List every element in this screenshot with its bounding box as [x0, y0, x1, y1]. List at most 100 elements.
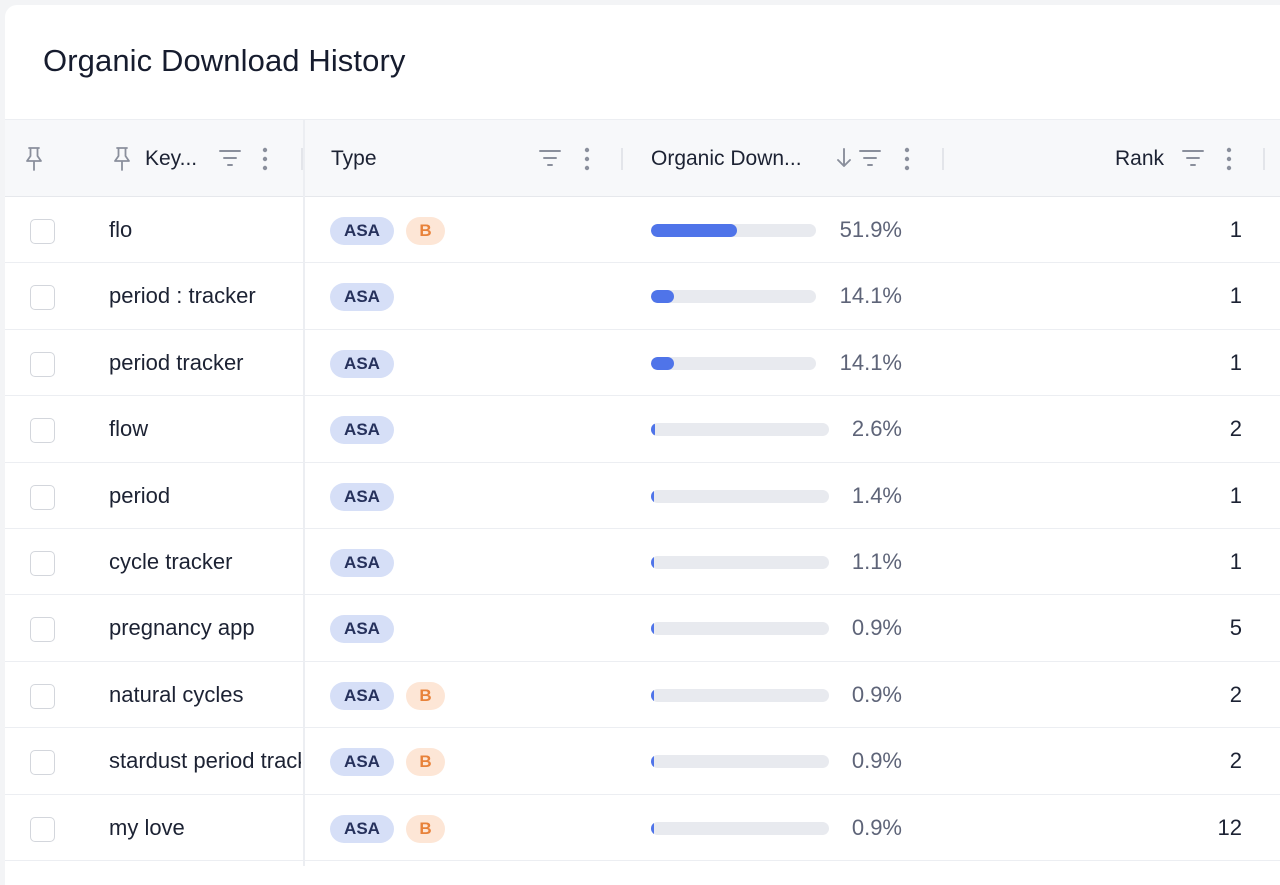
table-row[interactable]: period : tracker ASA 14.1% 1 — [5, 263, 1280, 330]
filter-icon[interactable] — [218, 147, 242, 169]
table-row[interactable]: period tracker ASA 14.1% 1 — [5, 330, 1280, 397]
row-checkbox[interactable] — [30, 550, 55, 576]
row-checkbox[interactable] — [30, 750, 55, 776]
download-share-bar-fill — [651, 290, 675, 304]
download-share-value: 1.1% — [851, 548, 902, 574]
brand-badge: B — [406, 748, 445, 777]
download-share-bar-fill — [651, 423, 656, 437]
filter-icon[interactable] — [1181, 147, 1205, 169]
table-body: flo ASA B 51.9% 1 period : tracker ASA 14.1% 1 pe… — [5, 197, 1280, 861]
column-divider[interactable] — [942, 148, 944, 170]
keyword-cell: pregnancy app — [109, 615, 255, 641]
organic-downloads-column-header[interactable]: Organic Down... — [651, 120, 802, 197]
pinned-column-border — [303, 119, 305, 866]
keyword-cell: period tracker — [109, 349, 244, 375]
row-checkbox[interactable] — [30, 418, 55, 444]
keyword-cell: stardust period tracker — [109, 748, 301, 774]
download-share-value: 0.9% — [851, 748, 902, 774]
table-row[interactable]: pregnancy app ASA 0.9% 5 — [5, 595, 1280, 662]
table-row[interactable]: stardust period tracker ASA B 0.9% 2 — [5, 728, 1280, 795]
download-share-bar-fill — [651, 688, 654, 702]
download-share-bar — [651, 821, 829, 835]
pin-icon[interactable] — [23, 146, 45, 172]
column-divider[interactable] — [301, 148, 303, 170]
download-share-value: 2.6% — [851, 416, 902, 442]
download-share-value: 0.9% — [851, 615, 902, 641]
rank-column-label: Rank — [1115, 146, 1165, 170]
brand-badge: B — [406, 681, 445, 710]
pin-column-header[interactable] — [23, 120, 45, 197]
type-column-header[interactable]: Type — [331, 120, 377, 197]
download-share-bar — [651, 688, 829, 702]
download-share-value: 1.4% — [851, 482, 902, 508]
table-row[interactable]: cycle tracker ASA 1.1% 1 — [5, 529, 1280, 596]
keyword-cell: flow — [109, 416, 149, 442]
filter-icon[interactable] — [538, 147, 562, 169]
asa-badge: ASA — [330, 615, 394, 644]
download-share-bar — [651, 755, 829, 769]
keyword-cell: cycle tracker — [109, 548, 233, 574]
download-share-bar-fill — [651, 555, 654, 569]
organic-downloads-column-label: Organic Down... — [651, 146, 802, 170]
download-share-bar-fill — [651, 622, 654, 636]
rank-value: 1 — [1229, 349, 1242, 375]
keyword-cell: period — [109, 482, 171, 508]
more-options-icon[interactable] — [261, 147, 269, 171]
row-checkbox[interactable] — [30, 285, 55, 311]
keyword-cell: flo — [109, 217, 133, 242]
download-share-bar — [651, 423, 829, 437]
asa-badge: ASA — [330, 283, 394, 312]
more-options-icon[interactable] — [583, 147, 591, 171]
column-divider[interactable] — [621, 148, 623, 170]
download-share-bar-fill — [651, 821, 654, 835]
row-checkbox[interactable] — [30, 219, 55, 244]
download-share-value: 14.1% — [839, 283, 902, 309]
row-checkbox[interactable] — [30, 484, 55, 510]
download-share-value: 51.9% — [839, 217, 902, 242]
rank-column-header[interactable]: Rank — [1115, 120, 1164, 197]
column-divider[interactable] — [1263, 148, 1265, 170]
rank-value: 1 — [1229, 482, 1242, 508]
keyword-column-header[interactable]: Key... — [111, 120, 197, 197]
download-share-bar-fill — [651, 489, 654, 503]
row-checkbox[interactable] — [30, 351, 55, 377]
more-options-icon[interactable] — [1225, 147, 1233, 171]
table-row[interactable]: flo ASA B 51.9% 1 — [5, 197, 1280, 264]
asa-badge: ASA — [330, 548, 394, 577]
download-share-bar — [651, 489, 829, 503]
keyword-cell: natural cycles — [109, 681, 244, 707]
brand-badge: B — [406, 814, 445, 843]
asa-badge: ASA — [330, 748, 394, 777]
rank-value: 1 — [1229, 217, 1242, 242]
keyword-column-label: Key... — [145, 146, 198, 170]
more-options-icon[interactable] — [903, 147, 911, 171]
rank-value: 2 — [1229, 681, 1242, 707]
asa-badge: ASA — [330, 814, 394, 843]
rank-value: 2 — [1229, 416, 1242, 442]
filter-icon[interactable] — [858, 147, 882, 169]
row-checkbox[interactable] — [30, 683, 55, 709]
table-row[interactable]: my love ASA B 0.9% 12 — [5, 795, 1280, 861]
row-checkbox[interactable] — [30, 617, 55, 643]
sort-descending-icon[interactable] — [835, 147, 853, 169]
row-checkbox[interactable] — [30, 816, 55, 842]
pin-icon[interactable] — [111, 146, 133, 172]
rank-value: 1 — [1229, 283, 1242, 309]
card-title: Organic Download History — [43, 43, 406, 78]
download-share-bar — [651, 356, 816, 370]
asa-badge: ASA — [330, 349, 394, 378]
asa-badge: ASA — [330, 217, 394, 245]
keyword-cell: period : tracker — [109, 283, 256, 309]
rank-value: 2 — [1229, 748, 1242, 774]
table-row[interactable]: flow ASA 2.6% 2 — [5, 396, 1280, 463]
rank-value: 5 — [1229, 615, 1242, 641]
type-column-label: Type — [331, 146, 377, 170]
keyword-cell: my love — [109, 814, 185, 840]
download-share-bar-fill — [651, 755, 654, 769]
download-share-bar-fill — [651, 356, 675, 370]
brand-badge: B — [406, 217, 445, 245]
asa-badge: ASA — [330, 681, 394, 710]
download-share-bar — [651, 555, 829, 569]
table-row[interactable]: natural cycles ASA B 0.9% 2 — [5, 662, 1280, 729]
table-row[interactable]: period ASA 1.4% 1 — [5, 463, 1280, 529]
